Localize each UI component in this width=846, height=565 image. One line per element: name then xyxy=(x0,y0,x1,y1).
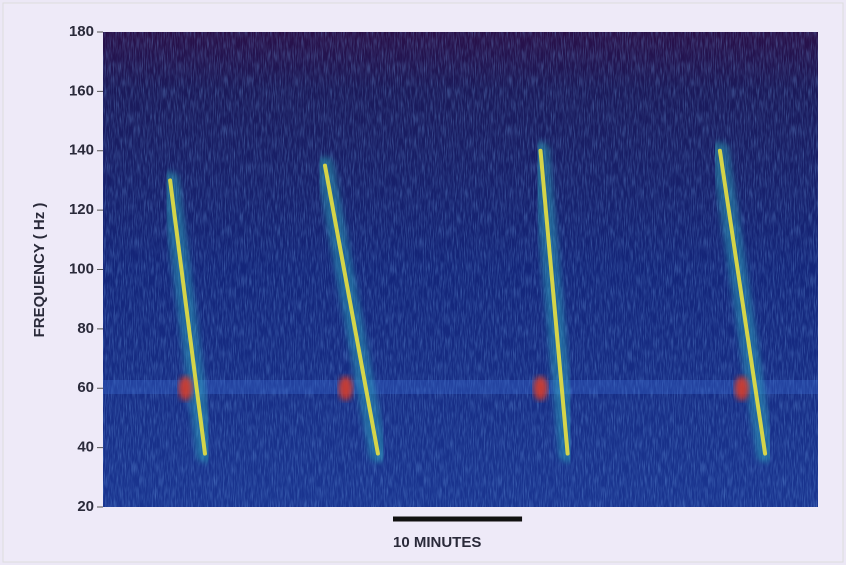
y-tick-label: 120 xyxy=(69,201,94,218)
background-band xyxy=(103,380,818,394)
blob xyxy=(735,376,749,400)
y-tick-label: 80 xyxy=(77,320,94,337)
y-tick-label: 40 xyxy=(77,439,94,456)
y-tick-label: 160 xyxy=(69,82,94,99)
blob xyxy=(179,376,193,400)
chart: FREQUENCY ( Hz ) 10 MINUTES 20 40 60 80 100 1… xyxy=(0,0,846,565)
blob xyxy=(339,376,353,400)
y-axis-label: FREQUENCY ( Hz ) xyxy=(31,203,48,338)
y-tick-label: 140 xyxy=(69,142,94,159)
y-tick-label: 20 xyxy=(77,498,94,515)
y-tick-label: 100 xyxy=(69,260,94,277)
y-tick-label: 60 xyxy=(77,379,94,396)
scale-bar-label: 10 MINUTES xyxy=(393,534,481,551)
y-tick-label: 180 xyxy=(69,23,94,40)
blob xyxy=(534,376,548,400)
